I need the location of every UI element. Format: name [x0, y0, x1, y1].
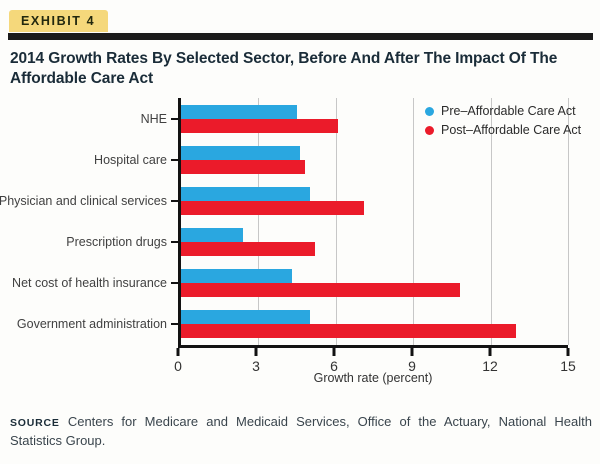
source-note: SOURCE Centers for Medicare and Medicaid… [10, 413, 592, 451]
category-tick [171, 241, 181, 244]
x-axis: 0 3 6 9 12 15 [174, 348, 576, 392]
exhibit-badge: EXHIBIT 4 [9, 10, 109, 32]
category-tick [171, 282, 181, 285]
x-tick-label: 0 [174, 358, 182, 374]
legend-dot-pre-icon [425, 106, 434, 116]
bar-pre-aca [181, 104, 298, 119]
bar-group [181, 98, 568, 139]
source-label: SOURCE [10, 417, 60, 429]
bar-post-aca [181, 242, 316, 257]
bar-pre-aca [181, 269, 292, 284]
legend-item-pre: Pre–Affordable Care Act [425, 104, 581, 118]
x-tick [410, 348, 414, 356]
gridline [568, 98, 569, 345]
x-tick-label: 6 [330, 358, 338, 374]
gridline [335, 98, 337, 345]
bar-post-aca [181, 200, 365, 215]
x-tick-label: 12 [482, 358, 498, 374]
x-tick [488, 348, 492, 356]
gridline [490, 98, 492, 345]
bar-group [181, 263, 568, 304]
bar-group [181, 304, 568, 345]
gridline [413, 98, 415, 345]
header-rule [8, 33, 593, 40]
category-label: Government administration [16, 317, 167, 332]
category-label: Prescription drugs [66, 235, 167, 250]
category-label: NHE [140, 111, 167, 126]
bar-group [181, 180, 568, 221]
source-text: Centers for Medicare and Medicaid Servic… [10, 414, 592, 448]
x-tick-label: 3 [252, 358, 260, 374]
x-tick-label: 15 [560, 358, 576, 374]
gridline [258, 98, 260, 345]
bar-pre-aca [181, 310, 310, 325]
legend-label-post: Post–Affordable Care Act [441, 123, 582, 137]
x-axis-title: Growth rate (percent) [313, 371, 433, 385]
category-tick [171, 323, 181, 326]
chart-title: 2014 Growth Rates By Selected Sector, Be… [10, 50, 558, 87]
legend: Pre–Affordable Care Act Post–Affordable … [425, 104, 581, 142]
category-label: Physician and clinical services [0, 193, 167, 208]
legend-label-pre: Pre–Affordable Care Act [441, 104, 576, 118]
category-label: Hospital care [94, 152, 167, 167]
bar-post-aca [181, 324, 517, 339]
bar-group [181, 139, 568, 180]
bar-post-aca [181, 159, 305, 174]
bar-pre-aca [181, 186, 310, 201]
category-tick [171, 199, 181, 202]
bar-pre-aca [181, 145, 300, 160]
bar-post-aca [181, 283, 460, 298]
x-tick [332, 348, 336, 356]
legend-dot-post-icon [425, 125, 434, 135]
bar-chart: NHE Hospital care Physician and clinical s… [0, 98, 581, 392]
x-tick [176, 348, 180, 356]
bar-post-aca [181, 118, 339, 133]
x-tick [566, 348, 570, 356]
category-tick [171, 117, 181, 120]
category-tick [171, 158, 181, 161]
category-label: Net cost of health insurance [12, 276, 167, 291]
plot-area [178, 98, 569, 348]
x-tick [254, 348, 258, 356]
bar-pre-aca [181, 228, 243, 243]
legend-item-post: Post–Affordable Care Act [425, 123, 581, 137]
y-axis-labels: NHE Hospital care Physician and clinical s… [0, 98, 181, 345]
x-tick-label: 9 [408, 358, 416, 374]
bar-group [181, 222, 568, 263]
